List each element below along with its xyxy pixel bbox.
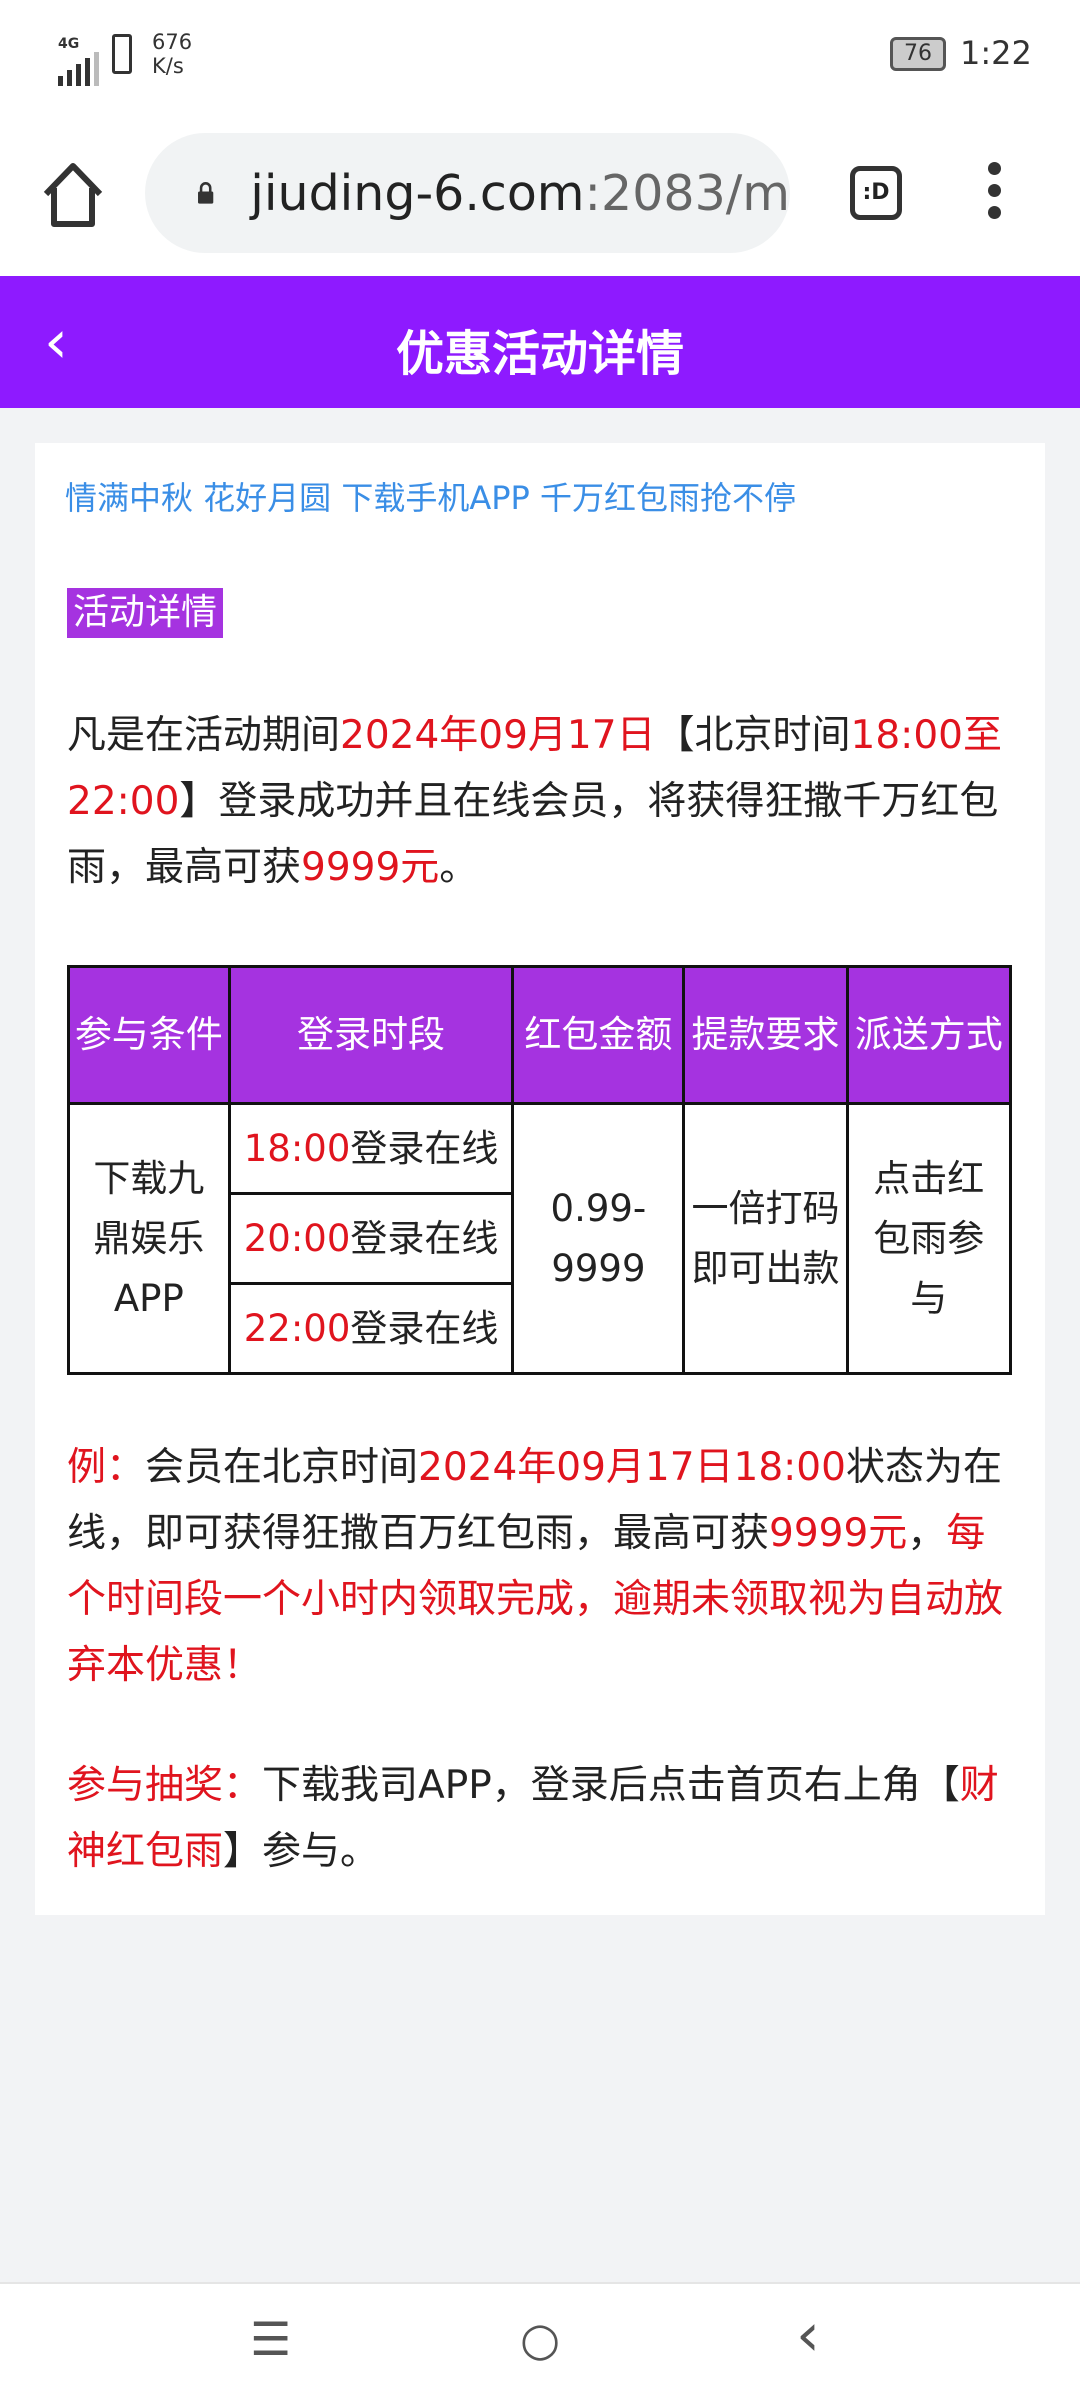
example-paragraph: 例：会员在北京时间2024年09月17日18:00状态为在线，即可获得狂撒百万红… [67, 1445, 1004, 1688]
clock: 1:22 [960, 34, 1032, 72]
lottery-link[interactable]: 财神红包雨 [67, 1763, 999, 1874]
table-header-row: 参与条件 登录时段 红包金额 提款要求 派送方式 [67, 965, 1013, 1105]
status-bar: 4G 676 K/s 76 1:22 [0, 0, 1080, 110]
battery-icon: 76 [890, 37, 946, 71]
condition-cell: 下载九鼎娱乐APP [67, 1102, 231, 1375]
recent-apps-button[interactable]: ☰ [250, 2312, 292, 2366]
header-amount: 红包金额 [511, 965, 686, 1105]
home-icon[interactable] [40, 160, 106, 230]
delivery-cell: 点击红包雨参与 [845, 1102, 1013, 1375]
hd-icon [112, 34, 132, 74]
withdraw-cell: 一倍打码即可出款 [682, 1102, 849, 1375]
promo-subtitle: 情满中秋 花好月圆 下载手机APP 千万红包雨抢不停 [65, 479, 797, 517]
header-delivery: 派送方式 [845, 965, 1013, 1105]
url-bar[interactable]: jiuding-6.com:2083/m [145, 133, 790, 253]
page-header: ‹ 优惠活动详情 [0, 276, 1080, 408]
promo-detail-card: 情满中秋 花好月圆 下载手机APP 千万红包雨抢不停 活动详情 凡是在活动期间2… [35, 443, 1045, 1915]
page-title: 优惠活动详情 [395, 326, 684, 382]
network-type: 4G [58, 36, 80, 52]
network-speed: 676 K/s [152, 30, 193, 78]
promo-table: 参与条件 登录时段 红包金额 提款要求 派送方式 下载九鼎娱乐APP 18:00… [67, 965, 1013, 1375]
home-button[interactable]: ○ [520, 2312, 561, 2366]
slot-cell: 18:00登录在线 [227, 1102, 515, 1195]
signal-icon [58, 52, 99, 86]
section-tag: 活动详情 [67, 588, 224, 638]
table-row: 下载九鼎娱乐APP 18:00登录在线 0.99-9999 一倍打码即可出款 点… [67, 1102, 1013, 1375]
slot-cell: 20:00登录在线 [227, 1192, 515, 1285]
browser-toolbar: jiuding-6.com:2083/m :D [0, 110, 1080, 276]
back-button[interactable]: ‹ [44, 307, 68, 377]
lottery-paragraph: 参与抽奖：下载我司APP，登录后点击首页右上角【财神红包雨】参与。 [67, 1763, 999, 1874]
header-time-slot: 登录时段 [227, 965, 515, 1105]
system-nav-bar: ☰ ○ ‹ [0, 2282, 1080, 2400]
intro-paragraph: 凡是在活动期间2024年09月17日【北京时间18:00至22:00】登录成功并… [67, 713, 1002, 890]
slot-cell: 22:00登录在线 [227, 1282, 515, 1375]
more-menu-icon[interactable] [984, 162, 1004, 219]
header-withdraw: 提款要求 [682, 965, 849, 1105]
back-nav-button[interactable]: ‹ [796, 2300, 820, 2370]
table-row: 20:00登录在线 [69, 1192, 1011, 1285]
lock-icon [198, 182, 214, 204]
amount-cell: 0.99-9999 [511, 1102, 686, 1375]
tab-switcher-button[interactable]: :D [850, 166, 902, 220]
header-condition: 参与条件 [67, 965, 231, 1105]
table-row: 22:00登录在线 [69, 1282, 1011, 1375]
